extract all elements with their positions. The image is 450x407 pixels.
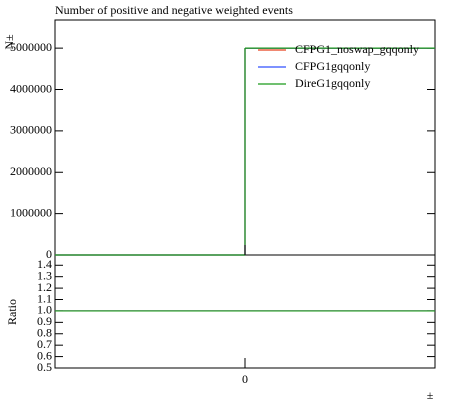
- y-tick-label: 2000000: [10, 164, 52, 178]
- x-tick-label: 0: [242, 372, 248, 386]
- ratio-y-axis-label: Ratio: [5, 299, 19, 325]
- y-tick-label: 1.4: [37, 257, 52, 271]
- legend-label: CFPG1_noswap_gqqonly: [295, 42, 419, 56]
- y-tick-label: 5000000: [10, 40, 52, 54]
- y-tick-label: 1.2: [37, 280, 52, 294]
- legend-label: CFPG1gqqonly: [295, 59, 370, 73]
- y-tick-label: 0.6: [37, 348, 52, 362]
- y-tick-label: 1.3: [37, 268, 52, 282]
- y-tick-label: 1000000: [10, 205, 52, 219]
- y-axis-label: N±: [2, 34, 16, 50]
- y-tick-label: 0.8: [37, 326, 52, 340]
- y-tick-label: 0.9: [37, 314, 52, 328]
- chart-title: Number of positive and negative weighted…: [55, 3, 293, 17]
- y-tick-label: 3000000: [10, 123, 52, 137]
- y-tick-label: 4000000: [10, 81, 52, 95]
- y-tick-label: 0.7: [37, 337, 52, 351]
- x-axis-label: ±: [427, 388, 434, 402]
- y-tick-label: 1.1: [37, 291, 52, 305]
- legend-label: DireG1gqqonly: [295, 76, 370, 90]
- y-tick-label: 1.0: [37, 303, 52, 317]
- y-tick-label: 0: [46, 247, 52, 261]
- y-tick-label: 0.5: [37, 360, 52, 374]
